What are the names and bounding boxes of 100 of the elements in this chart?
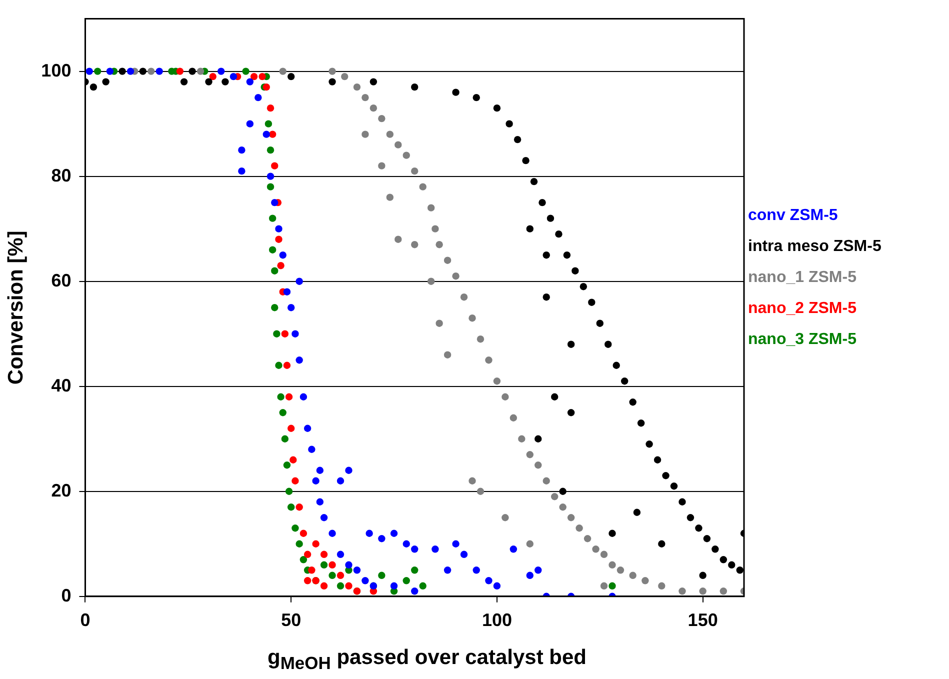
point [436,240,443,248]
point [510,414,518,422]
point [118,68,126,75]
point [460,550,468,558]
point [271,198,278,206]
point [476,336,484,343]
point [567,514,575,522]
y-tick-label: 80 [51,165,72,186]
text: conv ZSM-5 [748,206,839,226]
point [320,514,328,522]
point [538,198,546,206]
point [662,472,670,480]
point [283,462,291,469]
point [300,393,308,400]
text: intra meso ZSM-5 [748,237,882,257]
point [576,524,583,532]
point [336,550,344,558]
point [196,68,204,75]
point [592,546,600,553]
point [362,130,369,138]
point [285,393,293,400]
point [444,566,452,574]
point [394,141,402,148]
point [345,582,352,590]
point [362,94,369,102]
point [268,246,276,254]
point [402,540,410,548]
point [596,320,604,327]
point [493,582,501,590]
point [262,130,270,138]
point [316,466,324,474]
point [296,504,303,511]
text: nano_1 ZSM-5 [748,268,858,288]
point [266,104,274,112]
point [411,566,418,574]
point [534,435,542,442]
point [304,424,312,432]
point [281,435,289,442]
point [686,514,694,522]
point [277,262,284,270]
point [390,530,398,537]
point [642,577,649,584]
point [600,550,608,558]
point [567,340,575,348]
point [222,78,229,86]
point [258,72,266,80]
point [452,272,460,280]
point [312,540,320,548]
point [300,530,308,537]
point [522,156,530,164]
point [345,561,352,568]
point [629,572,636,579]
point [353,83,361,91]
point [444,256,452,264]
point [370,104,378,112]
point [287,72,295,80]
point [551,393,558,400]
point [600,582,608,590]
point [328,68,336,75]
y-tick-label: 20 [51,480,72,500]
point [485,356,492,364]
point [328,572,336,579]
point [452,88,460,96]
point [542,251,550,259]
point [526,540,534,548]
point [402,577,410,584]
point [510,546,518,553]
point [281,330,289,338]
point [266,183,274,190]
point [320,550,328,558]
point [362,577,369,584]
point [493,378,501,385]
point [304,550,312,558]
x-axis-title: g$_{MeOH}$ passed over catalyst bed [266,646,588,674]
point [559,488,566,495]
point [279,409,286,416]
point [287,504,295,511]
point [283,362,291,369]
point [485,577,492,584]
point [308,446,316,453]
point [736,566,744,574]
point [287,304,295,312]
point [472,566,480,574]
point [328,78,336,86]
point [209,72,216,80]
point [616,566,624,574]
point [468,477,476,484]
point [720,556,728,564]
point [514,136,522,144]
point [320,561,328,568]
point [386,130,394,138]
point [567,409,575,416]
x-tick-label: 100 [482,610,512,630]
point [250,72,258,80]
point [275,236,282,243]
x-tick-label: 50 [281,610,302,630]
point [266,146,274,154]
point [390,582,398,590]
point [526,451,534,458]
point [279,68,286,75]
